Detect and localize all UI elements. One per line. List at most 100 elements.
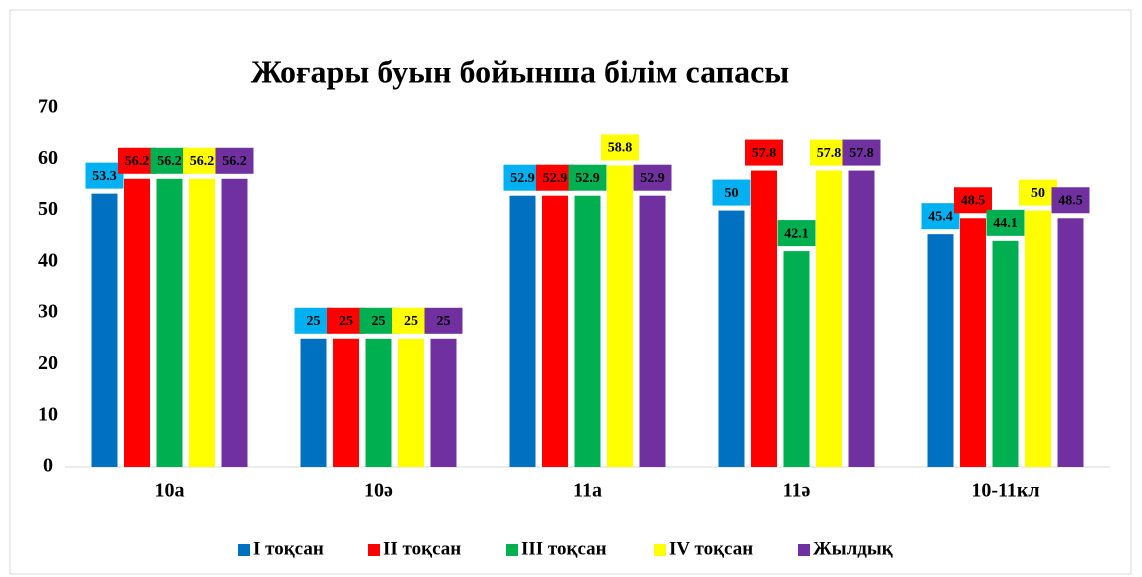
data-label-box (424, 307, 463, 334)
legend-swatch (798, 544, 810, 556)
bar (848, 170, 875, 467)
bar (574, 195, 601, 467)
bar (1025, 210, 1051, 468)
data-label: 56.2 (157, 154, 182, 169)
y-tick-label: 10 (38, 403, 58, 425)
data-label: 45.4 (928, 209, 953, 224)
legend-swatch (654, 544, 666, 556)
legend-swatch (238, 544, 250, 556)
bar (718, 210, 745, 468)
bar (189, 178, 215, 467)
data-label: 57.8 (817, 146, 842, 161)
chart-title: Жоғары буын бойынша білім сапасы (251, 53, 790, 89)
data-label-box (215, 147, 254, 174)
data-label: 56.2 (190, 154, 215, 169)
data-label-box (359, 307, 398, 334)
bar (91, 193, 118, 467)
data-label-box (921, 203, 960, 230)
data-label-box (150, 147, 189, 174)
data-label-box (1019, 179, 1057, 206)
data-label-box (954, 187, 992, 214)
legend-swatch (506, 544, 518, 556)
legend-label: IV тоқсан (669, 538, 753, 559)
data-label-box (633, 164, 672, 191)
data-label: 25 (437, 314, 451, 329)
data-label-box (601, 134, 639, 161)
bar (927, 234, 954, 467)
data-label-box (118, 147, 156, 174)
bar (607, 165, 633, 467)
bar (509, 195, 536, 467)
legend-swatch (368, 544, 380, 556)
bar (430, 338, 457, 467)
data-label: 56.2 (222, 154, 247, 169)
bar (639, 195, 666, 467)
legend-label: Жылдық (813, 538, 893, 559)
data-label: 50 (725, 186, 739, 201)
bar (816, 170, 842, 467)
data-label-box (85, 162, 124, 189)
bar (960, 218, 986, 467)
data-label: 48.5 (961, 193, 986, 208)
data-label: 52.9 (575, 171, 600, 186)
data-label-box (568, 164, 607, 191)
data-label-box (986, 209, 1025, 236)
bar (992, 240, 1019, 467)
data-label-box (392, 307, 430, 334)
data-label: 58.8 (608, 141, 633, 156)
bar (124, 178, 150, 467)
data-label: 25 (339, 314, 353, 329)
data-label-box (842, 139, 881, 166)
bar (1057, 218, 1084, 467)
data-label-box (745, 139, 783, 166)
data-label: 52.9 (510, 171, 535, 186)
data-label-box (712, 179, 751, 206)
y-tick-label: 30 (38, 301, 58, 323)
x-tick-label: 11ә (783, 480, 811, 502)
data-label-box (810, 139, 848, 166)
bar (300, 338, 327, 467)
data-label: 52.9 (640, 171, 665, 186)
data-label-box (1051, 187, 1090, 214)
data-label: 56.2 (125, 154, 150, 169)
data-label-box (294, 307, 333, 334)
x-tick-label: 10а (155, 480, 185, 502)
data-label: 25 (307, 314, 321, 329)
data-label-box (327, 307, 365, 334)
y-tick-label: 0 (43, 455, 53, 477)
legend-label: III тоқсан (521, 538, 607, 559)
bar (398, 338, 424, 467)
bar (333, 338, 359, 467)
data-label-box (777, 220, 816, 247)
data-label-box (503, 164, 542, 191)
y-tick-label: 20 (38, 352, 58, 374)
y-tick-label: 50 (38, 198, 58, 220)
bar (365, 338, 392, 467)
y-tick-label: 70 (38, 96, 58, 118)
data-label: 48.5 (1058, 193, 1083, 208)
x-tick-label: 10-11кл (971, 480, 1039, 502)
data-label: 25 (404, 314, 418, 329)
bar (542, 195, 568, 467)
legend-label: II тоқсан (383, 538, 461, 559)
x-tick-label: 11а (573, 480, 602, 502)
data-label: 53.3 (92, 169, 117, 184)
data-label-box (183, 147, 221, 174)
data-label: 44.1 (993, 216, 1018, 231)
data-label: 57.8 (849, 146, 874, 161)
data-label: 25 (372, 314, 386, 329)
y-tick-label: 60 (38, 147, 58, 169)
data-label: 52.9 (543, 171, 568, 186)
bar (751, 170, 777, 467)
data-label: 42.1 (784, 226, 809, 241)
bar (156, 178, 183, 467)
y-tick-label: 40 (38, 249, 58, 271)
data-label: 50 (1031, 186, 1045, 201)
bar (783, 251, 810, 467)
data-label-box (536, 164, 574, 191)
data-label: 57.8 (752, 146, 777, 161)
bar (221, 178, 248, 467)
legend-label: I тоқсан (253, 538, 324, 559)
x-tick-label: 10ә (364, 480, 393, 502)
